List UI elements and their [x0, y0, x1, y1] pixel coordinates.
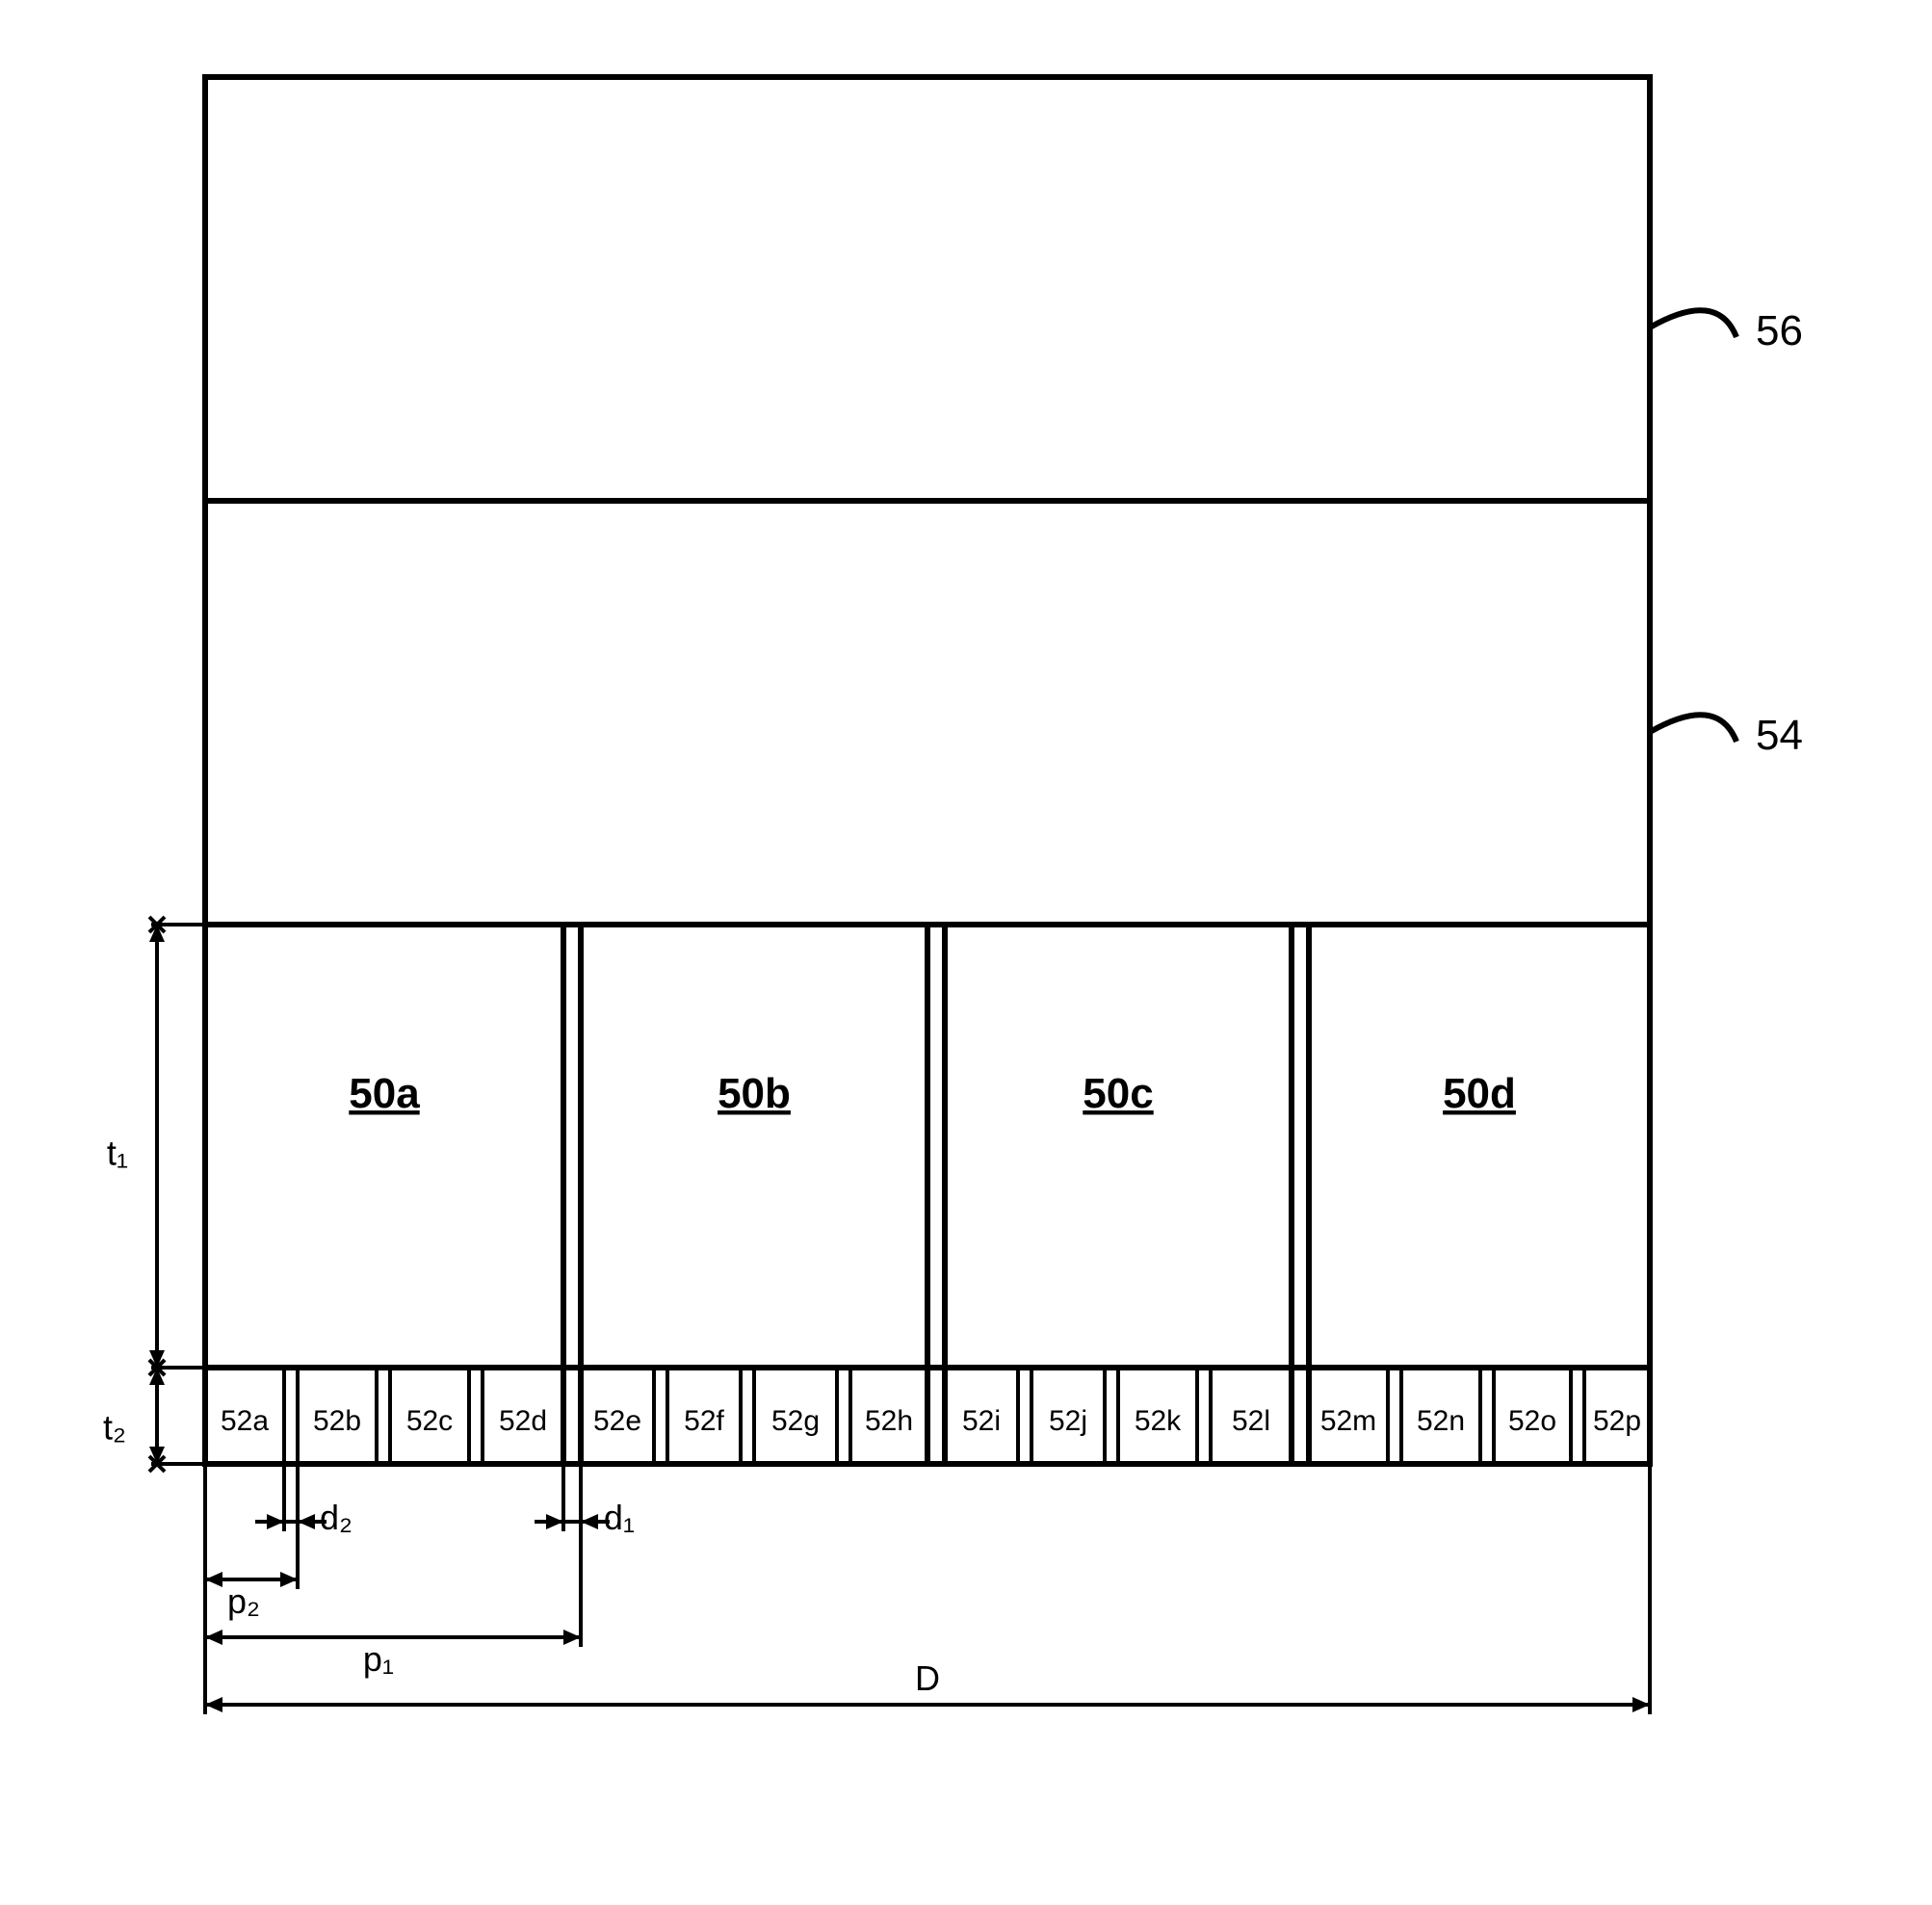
block-label-52d: 52d — [499, 1405, 547, 1437]
dim-label: d₁ — [604, 1498, 635, 1537]
dim-label: d₂ — [320, 1498, 352, 1537]
block-label-52f: 52f — [684, 1405, 724, 1437]
leader-label-56: 56 — [1756, 307, 1803, 354]
block-label-52l: 52l — [1232, 1405, 1270, 1437]
block-label-52c: 52c — [406, 1405, 453, 1437]
block-label-50b: 50b — [718, 1070, 791, 1117]
block-label-52j: 52j — [1049, 1405, 1087, 1437]
diagram-svg: 50a 50b 50c 50d 52a 52b 52c 52d 52e 52f 52g 52h 52i 5… — [99, 39, 1833, 1734]
block-label-52e: 52e — [593, 1405, 641, 1437]
block-label-50d: 50d — [1443, 1070, 1516, 1117]
leader-label-54: 54 — [1756, 712, 1803, 759]
dim-label: p₁ — [363, 1639, 394, 1679]
block-label-52i: 52i — [962, 1405, 1001, 1437]
dim-label: t₂ — [103, 1408, 126, 1448]
block-label-52m: 52m — [1320, 1405, 1376, 1437]
dim-label: t₁ — [107, 1134, 128, 1173]
dim-label: D — [915, 1658, 940, 1698]
block-label-52n: 52n — [1417, 1405, 1465, 1437]
block-label-52a: 52a — [221, 1405, 269, 1437]
engineering-diagram: 50a 50b 50c 50d 52a 52b 52c 52d 52e 52f 52g 52h 52i 5… — [99, 39, 1833, 1734]
block-label-52g: 52g — [771, 1405, 820, 1437]
block-label-52o: 52o — [1508, 1405, 1556, 1437]
block-label-50c: 50c — [1083, 1070, 1153, 1117]
block-label-50a: 50a — [349, 1070, 420, 1117]
block-label-52k: 52k — [1135, 1405, 1182, 1437]
dim-label: p₂ — [227, 1581, 260, 1621]
leader-line — [1650, 310, 1736, 337]
block-label-52h: 52h — [865, 1405, 913, 1437]
block-label-52b: 52b — [313, 1405, 361, 1437]
leader-line — [1650, 715, 1736, 742]
block-label-52p: 52p — [1593, 1405, 1641, 1437]
